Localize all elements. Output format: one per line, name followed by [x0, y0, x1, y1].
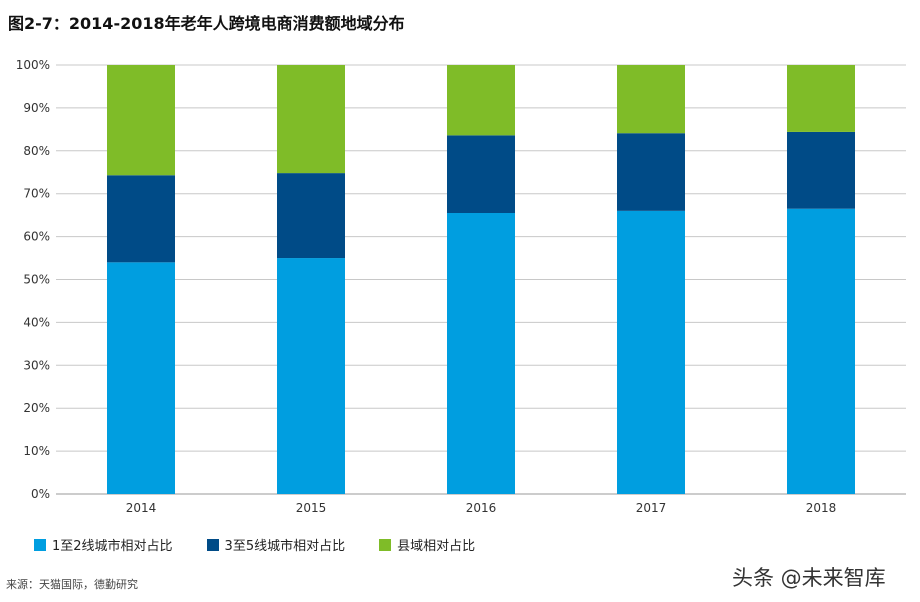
legend-item-2: 3至5线城市相对占比 [206, 535, 346, 554]
bar-segment-series-3-2016 [447, 65, 515, 136]
y-tick-label: 30% [23, 358, 50, 372]
y-tick-label: 70% [23, 187, 50, 201]
y-tick-label: 40% [23, 315, 50, 329]
legend-label: 县域相对占比 [397, 539, 476, 554]
source-note: 来源：天猫国际，德勤研究 [6, 578, 138, 591]
bar-segment-series-1-2018 [787, 208, 855, 494]
watermark: 头条 @未来智库 [732, 566, 886, 590]
bar-segment-series-2-2014 [107, 175, 175, 263]
y-tick-label: 50% [23, 273, 50, 287]
legend-swatch [379, 538, 392, 551]
bar-segment-series-3-2017 [617, 65, 685, 134]
bar-segment-series-2-2017 [617, 133, 685, 211]
bar-segment-series-1-2014 [107, 262, 175, 494]
x-tick-label: 2014 [126, 501, 157, 515]
legend-swatch [34, 538, 46, 551]
legend-item-1: 1至2线城市相对占比 [34, 535, 173, 554]
y-tick-label: 20% [23, 401, 50, 415]
bar-segment-series-2-2016 [447, 135, 515, 214]
x-tick-label: 2018 [806, 501, 837, 515]
bar-segment-series-3-2014 [107, 65, 175, 176]
x-tick-label: 2016 [466, 501, 497, 515]
chart-plot: 0% 10% 20% 30% 40% 50% 60% 70% 80% 90% 100% 2014 201… [16, 58, 906, 515]
bar-segment-series-2-2018 [787, 131, 855, 209]
legend: 1至2线城市相对占比 3至5线城市相对占比 县域相对占比 [34, 535, 509, 554]
y-tick-label: 0% [31, 487, 50, 501]
bar-segment-series-2-2015 [277, 173, 345, 259]
legend-swatch [206, 538, 219, 551]
bars [107, 65, 855, 495]
bar-segment-series-1-2015 [277, 258, 345, 494]
y-tick-label: 80% [23, 144, 50, 158]
y-tick-label: 100% [16, 58, 50, 72]
chart-title: 图2-7：2014-2018年老年人跨境电商消费额地域分布 [8, 14, 405, 33]
bar-segment-series-3-2015 [277, 65, 345, 174]
legend-label: 3至5线城市相对占比 [224, 539, 346, 554]
bar-segment-series-1-2017 [617, 210, 685, 495]
legend-item-3: 县域相对占比 [379, 535, 475, 554]
bar-segment-series-3-2018 [787, 65, 855, 132]
y-tick-label: 10% [23, 444, 50, 458]
axes: 0% 10% 20% 30% 40% 50% 60% 70% 80% 90% 100% 2014 201… [16, 58, 837, 515]
legend-label: 1至2线城市相对占比 [52, 539, 173, 554]
bar-segment-series-1-2016 [447, 213, 515, 494]
x-tick-label: 2017 [636, 501, 667, 515]
y-tick-label: 90% [23, 101, 50, 115]
y-tick-label: 60% [23, 230, 50, 244]
x-tick-label: 2015 [296, 501, 327, 515]
